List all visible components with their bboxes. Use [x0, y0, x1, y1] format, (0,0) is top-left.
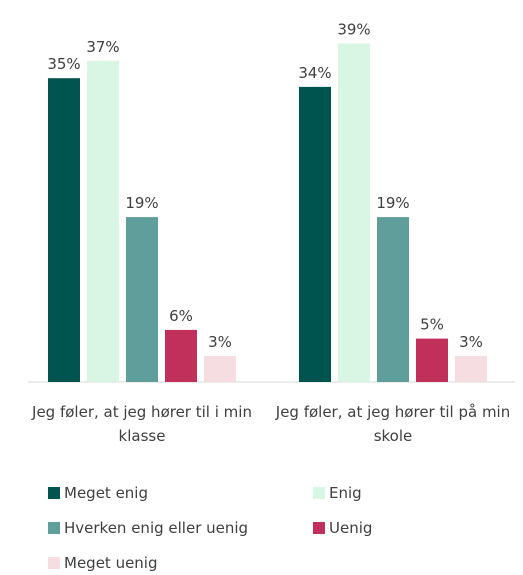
- legend-item: Meget enig: [48, 484, 148, 502]
- x-tick-label: Jeg føler, at jeg hører til i min klasse: [32, 403, 252, 445]
- bar: [204, 355, 236, 382]
- legend-swatch: [48, 522, 60, 534]
- legend-item: Uenig: [313, 519, 372, 537]
- value-label: 35%: [47, 55, 80, 73]
- bar: [455, 355, 487, 382]
- value-label: 19%: [376, 194, 409, 212]
- legend-swatch: [48, 487, 60, 499]
- value-label: 3%: [459, 333, 483, 351]
- plot: 35% 34% 37% 39% 19% 19% 6% 5% 3% 3%: [28, 20, 515, 383]
- legend-label: Meget uenig: [64, 554, 158, 572]
- legend-swatch: [313, 522, 325, 534]
- bar: [416, 338, 448, 382]
- value-label: 37%: [86, 38, 119, 56]
- legend-swatch: [48, 557, 60, 569]
- bar: [377, 217, 409, 382]
- legend-label: Meget enig: [64, 484, 148, 502]
- x-tick-label: Jeg føler, at jeg hører til på min skole: [275, 403, 511, 445]
- legend-label: Enig: [329, 484, 362, 502]
- bar: [48, 78, 80, 382]
- value-label: 6%: [169, 307, 193, 325]
- bar: [299, 86, 331, 382]
- bar: [126, 217, 158, 382]
- bar: [87, 60, 119, 383]
- value-label: 5%: [420, 316, 444, 334]
- bar: [338, 43, 370, 382]
- value-label: 34%: [298, 64, 331, 82]
- legend-item: Hverken enig eller uenig: [48, 519, 248, 537]
- value-label: 39%: [337, 20, 370, 38]
- legend-swatch: [313, 487, 325, 499]
- legend-label: Hverken enig eller uenig: [64, 519, 249, 537]
- legend-label: Uenig: [329, 519, 373, 537]
- legend-item: Meget uenig: [48, 554, 158, 572]
- value-label: 3%: [208, 333, 232, 351]
- bar: [165, 329, 197, 382]
- legend-item: Enig: [313, 484, 362, 502]
- value-label: 19%: [125, 194, 158, 212]
